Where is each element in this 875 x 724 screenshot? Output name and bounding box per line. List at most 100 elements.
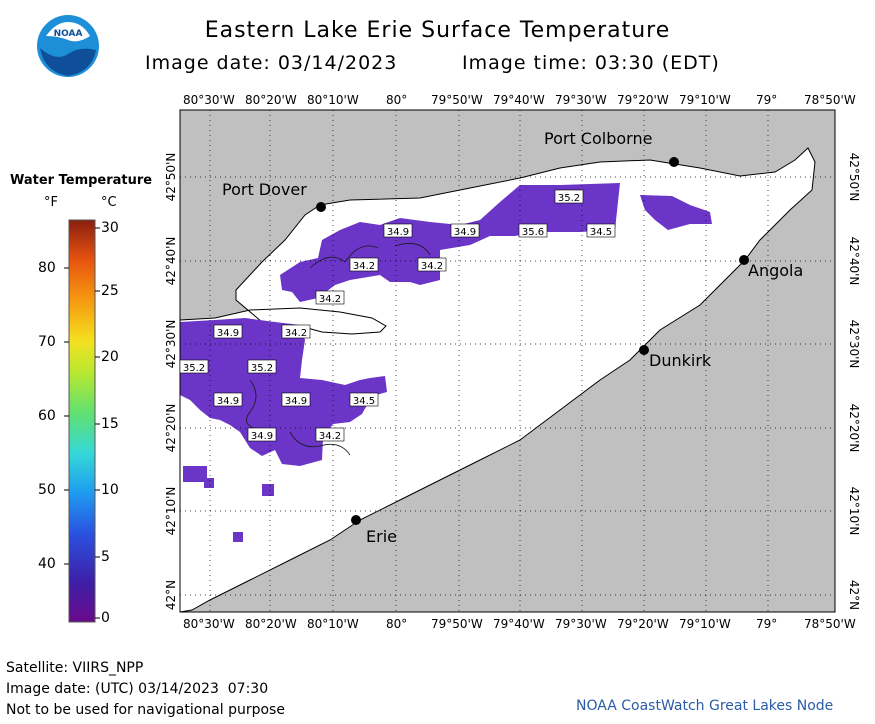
lon-bottom-6: 79°40'W [493, 617, 545, 631]
f-tick-80: 80 [38, 260, 56, 276]
contour-label: 34.9 [247, 427, 277, 442]
svg-text:34.9: 34.9 [217, 396, 239, 407]
lon-top-4: 80° [386, 93, 408, 107]
c-tick-15: 15 [101, 416, 119, 432]
lon-top-10: 79° [756, 93, 778, 107]
svg-text:34.9: 34.9 [285, 396, 307, 407]
lat-label-right: 42°50'N [847, 153, 861, 202]
place-port-dover: Port Dover [222, 180, 307, 199]
svg-text:34.2: 34.2 [421, 261, 443, 272]
c-tick-30: 30 [101, 220, 119, 236]
lon-bottom-7: 79°30'W [555, 617, 607, 631]
city-marker-dunkirk [639, 345, 649, 355]
lat-label-right: 42°40'N [847, 237, 861, 286]
lat-label-left: 42°20'N [164, 404, 178, 453]
lon-bottom-10: 79° [756, 617, 778, 631]
contour-label: 34.9 [450, 223, 480, 238]
contour-label: 34.5 [349, 392, 379, 407]
contour-label: 34.2 [349, 257, 379, 272]
svg-text:35.2: 35.2 [558, 193, 580, 204]
image-date: Image date: 03/14/2023 [145, 52, 398, 74]
city-marker-port-dover [316, 202, 326, 212]
place-angola: Angola [748, 261, 804, 280]
footer-satellite: Satellite: VIIRS_NPP [6, 660, 144, 676]
city-marker-erie [351, 515, 361, 525]
f-tick-60: 60 [38, 408, 56, 424]
image-time: Image time: 03:30 (EDT) [462, 52, 720, 74]
lat-label-left: 42°40'N [164, 237, 178, 286]
footer-credit: NOAA CoastWatch Great Lakes Node [576, 698, 834, 714]
c-tick-10: 10 [101, 482, 119, 498]
lat-label-left: 42°50'N [164, 153, 178, 202]
logo-text: NOAA [54, 29, 83, 39]
svg-text:34.9: 34.9 [251, 431, 273, 442]
svg-text:35.2: 35.2 [183, 363, 205, 374]
c-tick-0: 0 [101, 610, 110, 626]
lon-top-5: 79°50'W [431, 93, 483, 107]
legend-colorbar [64, 219, 100, 623]
svg-text:34.2: 34.2 [353, 261, 375, 272]
lon-bottom-3: 80°10'W [307, 617, 359, 631]
legend-title: Water Temperature [10, 173, 153, 188]
lat-label-right: 42°N [847, 580, 861, 610]
lat-label-left: 42°10'N [164, 487, 178, 536]
city-marker-angola [739, 255, 749, 265]
footer-disclaimer: Not to be used for navigational purpose [6, 702, 285, 718]
lon-bottom-4: 80° [386, 617, 408, 631]
c-tick-25: 25 [101, 283, 119, 299]
city-marker-port-colborne [669, 157, 679, 167]
lat-label-right: 42°30'N [847, 320, 861, 369]
contour-label: 35.2 [247, 359, 277, 374]
svg-text:34.2: 34.2 [319, 431, 341, 442]
lon-top-6: 79°40'W [493, 93, 545, 107]
f-tick-50: 50 [38, 482, 56, 498]
c-tick-5: 5 [101, 549, 110, 565]
footer-utc-date: Image date: (UTC) 03/14/2023 07:30 [6, 681, 269, 697]
lon-top-11: 78°50'W [804, 93, 856, 107]
isotherm-lines [246, 243, 431, 456]
svg-text:34.9: 34.9 [454, 227, 476, 238]
legend-unit-f: °F [44, 195, 58, 210]
lon-top-7: 79°30'W [555, 93, 607, 107]
place-dunkirk: Dunkirk [649, 351, 712, 370]
contour-label: 35.2 [179, 359, 209, 374]
contour-label: 34.9 [213, 392, 243, 407]
c-tick-20: 20 [101, 349, 119, 365]
lat-label-left: 42°N [164, 580, 178, 610]
f-tick-70: 70 [38, 334, 56, 350]
lon-top-3: 80°10'W [307, 93, 359, 107]
svg-text:34.5: 34.5 [590, 227, 612, 238]
lon-bottom-1: 80°30'W [183, 617, 235, 631]
contour-label: 34.5 [586, 223, 616, 238]
svg-text:35.6: 35.6 [522, 227, 544, 238]
contour-label: 34.2 [315, 290, 345, 305]
lat-label-right: 42°20'N [847, 404, 861, 453]
svg-text:35.2: 35.2 [251, 363, 273, 374]
contour-label: 35.6 [518, 223, 548, 238]
contour-labels: 35.2 34.9 34.9 35.6 34.5 34.2 34.2 34.2 34.9 34.2… [179, 189, 616, 442]
svg-text:34.9: 34.9 [387, 227, 409, 238]
lon-top-2: 80°20'W [245, 93, 297, 107]
contour-label: 34.2 [315, 427, 345, 442]
place-port-colborne: Port Colborne [544, 129, 653, 148]
map-title: Eastern Lake Erie Surface Temperature [204, 18, 671, 43]
lat-label-left: 42°30'N [164, 320, 178, 369]
lon-top-9: 79°10'W [679, 93, 731, 107]
noaa-logo: NOAA [37, 15, 99, 77]
lat-label-right: 42°10'N [847, 487, 861, 536]
contour-label: 34.9 [281, 392, 311, 407]
lon-bottom-2: 80°20'W [245, 617, 297, 631]
contour-label: 34.9 [383, 223, 413, 238]
svg-text:34.5: 34.5 [353, 396, 375, 407]
svg-text:34.2: 34.2 [285, 328, 307, 339]
svg-text:34.2: 34.2 [319, 294, 341, 305]
legend-unit-c: °C [101, 195, 117, 210]
lon-top-1: 80°30'W [183, 93, 235, 107]
lon-bottom-11: 78°50'W [804, 617, 856, 631]
contour-label: 35.2 [554, 189, 584, 204]
svg-text:34.9: 34.9 [217, 328, 239, 339]
lon-bottom-9: 79°10'W [679, 617, 731, 631]
lon-bottom-5: 79°50'W [431, 617, 483, 631]
